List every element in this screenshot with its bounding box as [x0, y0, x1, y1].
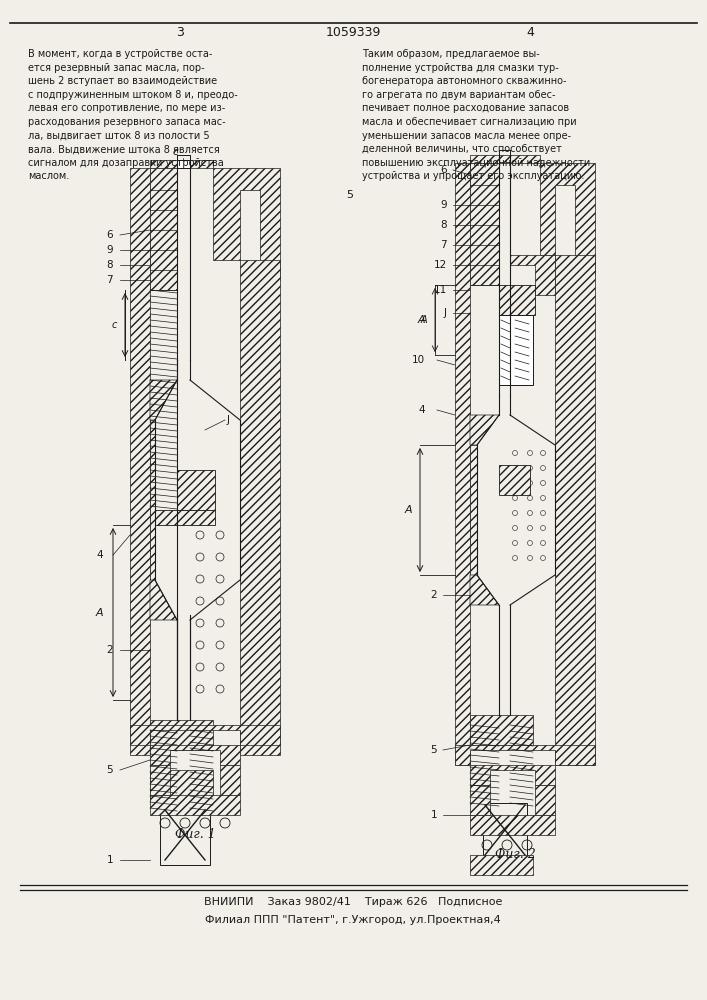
- Polygon shape: [130, 725, 280, 745]
- Text: A: A: [417, 315, 425, 325]
- Polygon shape: [470, 855, 533, 875]
- Polygon shape: [150, 795, 240, 815]
- Text: 8: 8: [440, 220, 447, 230]
- Polygon shape: [150, 160, 190, 168]
- Text: 9: 9: [440, 200, 447, 210]
- Text: 10: 10: [412, 355, 425, 365]
- Text: ВНИИПИ    Заказ 9802/41    Тираж 626   Подписное: ВНИИПИ Заказ 9802/41 Тираж 626 Подписное: [204, 897, 502, 907]
- Text: J: J: [444, 308, 447, 318]
- Text: 2: 2: [431, 590, 437, 600]
- Polygon shape: [499, 315, 533, 385]
- Polygon shape: [150, 720, 213, 750]
- Polygon shape: [213, 168, 280, 280]
- Polygon shape: [499, 465, 530, 495]
- Polygon shape: [470, 575, 499, 605]
- Polygon shape: [240, 260, 280, 755]
- Text: 6: 6: [106, 230, 113, 240]
- Text: Таким образом, предлагаемое вы-
полнение устройства для смазки тур-
богенератора: Таким образом, предлагаемое вы- полнение…: [362, 49, 590, 181]
- Text: Фиг. 1: Фиг. 1: [175, 828, 216, 842]
- Polygon shape: [220, 765, 240, 795]
- Polygon shape: [190, 160, 213, 168]
- Polygon shape: [150, 745, 240, 765]
- Text: A: A: [421, 315, 427, 325]
- Polygon shape: [470, 715, 533, 745]
- Text: 5: 5: [106, 765, 113, 775]
- Polygon shape: [177, 160, 190, 168]
- Polygon shape: [470, 765, 555, 785]
- Polygon shape: [470, 445, 477, 575]
- Polygon shape: [150, 765, 170, 795]
- Text: 7: 7: [440, 240, 447, 250]
- Polygon shape: [499, 285, 535, 315]
- Polygon shape: [470, 785, 490, 815]
- Text: 7: 7: [106, 275, 113, 285]
- Polygon shape: [150, 510, 215, 525]
- Polygon shape: [555, 255, 595, 765]
- Text: 9: 9: [106, 245, 113, 255]
- Polygon shape: [455, 163, 470, 765]
- Text: 5: 5: [431, 745, 437, 755]
- Polygon shape: [540, 163, 595, 275]
- Polygon shape: [150, 580, 177, 620]
- Text: A: A: [95, 607, 103, 617]
- Text: Филиал ППП "Патент", г.Ужгород, ул.Проектная,4: Филиал ППП "Патент", г.Ужгород, ул.Проек…: [205, 915, 501, 925]
- Polygon shape: [470, 415, 499, 445]
- Text: В момент, когда в устройстве оста-
ется резервный запас масла, пор-
шень 2 вступ: В момент, когда в устройстве оста- ется …: [28, 49, 238, 181]
- Text: 4: 4: [526, 26, 534, 39]
- Text: 1: 1: [431, 810, 437, 820]
- Polygon shape: [150, 380, 177, 420]
- Polygon shape: [150, 770, 213, 800]
- Text: 4: 4: [419, 405, 425, 415]
- Text: Фиг. 2: Фиг. 2: [495, 848, 535, 861]
- Polygon shape: [470, 815, 555, 835]
- Text: A: A: [404, 505, 412, 515]
- Text: 3: 3: [176, 26, 184, 39]
- Text: 8: 8: [106, 260, 113, 270]
- Text: 6: 6: [440, 165, 447, 175]
- Text: c: c: [173, 147, 179, 157]
- Text: c: c: [112, 320, 117, 330]
- Polygon shape: [535, 785, 555, 815]
- Text: 1059339: 1059339: [325, 26, 380, 39]
- Text: 12: 12: [434, 260, 447, 270]
- Polygon shape: [150, 420, 155, 580]
- Polygon shape: [510, 255, 555, 295]
- Text: J: J: [227, 415, 230, 425]
- Polygon shape: [150, 168, 177, 290]
- Polygon shape: [470, 155, 540, 163]
- Text: 2: 2: [106, 645, 113, 655]
- Text: 11: 11: [434, 285, 447, 295]
- Text: 5: 5: [346, 190, 354, 200]
- Text: 4: 4: [96, 550, 103, 560]
- Polygon shape: [470, 163, 499, 285]
- Polygon shape: [455, 745, 595, 765]
- Polygon shape: [177, 470, 215, 510]
- Polygon shape: [130, 168, 150, 755]
- Text: 1: 1: [106, 855, 113, 865]
